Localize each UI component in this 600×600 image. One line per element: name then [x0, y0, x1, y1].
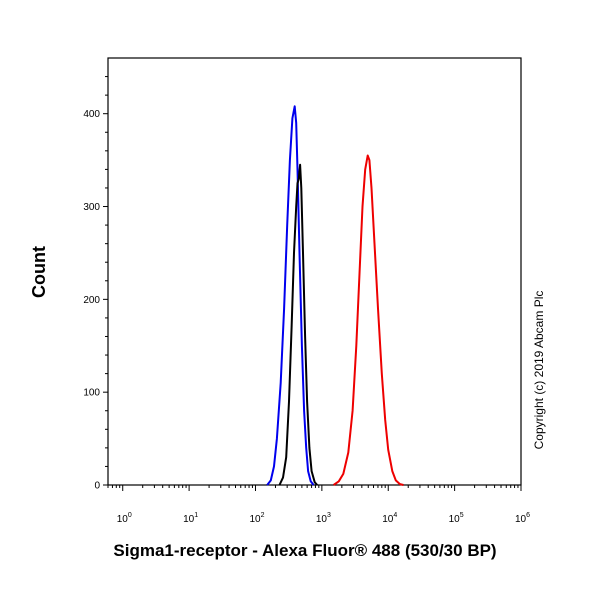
y-axis-tick-labels: 0 100 200 300 400 [83, 109, 100, 491]
x-axis-title: Sigma1-receptor - Alexa Fluor® 488 (530/… [113, 541, 496, 560]
plot-border [107, 57, 522, 486]
x-tick-label: 104 [382, 512, 397, 525]
x-tick-label: 101 [183, 512, 198, 525]
plot-frame [107, 57, 522, 486]
x-axis-ticks [107, 485, 522, 491]
y-axis-ticks [103, 76, 108, 486]
histogram-series-2 [278, 163, 318, 486]
x-tick-label: 102 [249, 512, 264, 525]
series-layer [266, 105, 404, 486]
y-tick-label: 300 [83, 202, 100, 213]
x-tick-label: 105 [449, 512, 464, 525]
x-tick-label: 100 [117, 512, 132, 525]
x-tick-label: 106 [515, 512, 530, 525]
x-tick-label: 103 [316, 512, 331, 525]
y-tick-label: 100 [83, 388, 100, 399]
y-tick-label: 0 [94, 481, 100, 492]
x-axis-tick-labels: 100 101 102 103 104 105 106 [117, 512, 530, 525]
y-tick-label: 200 [83, 295, 100, 306]
copyright-notice: Copyright (c) 2019 Abcam Plc [532, 291, 546, 450]
histogram-series-1 [266, 105, 315, 486]
histogram-series-3 [333, 154, 404, 486]
y-axis-title: Count [29, 246, 49, 298]
y-tick-label: 400 [83, 109, 100, 120]
